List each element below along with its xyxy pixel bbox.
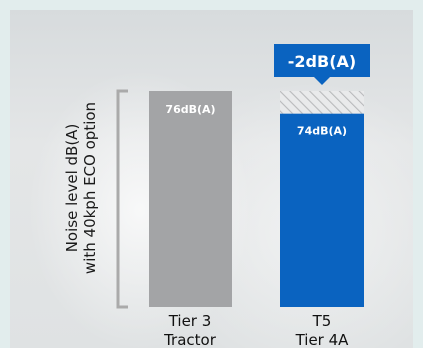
noise-level-chart: Noise level dB(A) with 40kph ECO option … <box>63 44 370 349</box>
reduction-hatch-area <box>280 91 364 114</box>
bar-t5-tier4a <box>280 113 364 308</box>
data-label-tier3: 76dB(A) <box>165 103 215 116</box>
reduction-callout: -2dB(A) <box>274 44 370 85</box>
reduction-callout-pointer <box>314 77 330 85</box>
chart-stage: Noise level dB(A) with 40kph ECO option … <box>0 0 423 349</box>
reduction-label: -2dB(A) <box>288 52 356 71</box>
category-label-tier3-line1: Tier 3 <box>168 312 212 330</box>
category-label-t5-line1: T5 <box>312 312 332 330</box>
y-axis-label-line1: Noise level dB(A) <box>63 124 81 253</box>
y-axis-bracket <box>116 89 128 309</box>
y-axis-label-line2: with 40kph ECO option <box>81 102 99 274</box>
category-label-tier3-line2: Tractor <box>163 331 217 349</box>
category-label-t5-line2: Tier 4A <box>295 331 350 349</box>
reduction-callout-box <box>274 44 370 77</box>
bar-tier3-tractor <box>149 91 232 307</box>
data-label-t5: 74dB(A) <box>297 125 347 138</box>
